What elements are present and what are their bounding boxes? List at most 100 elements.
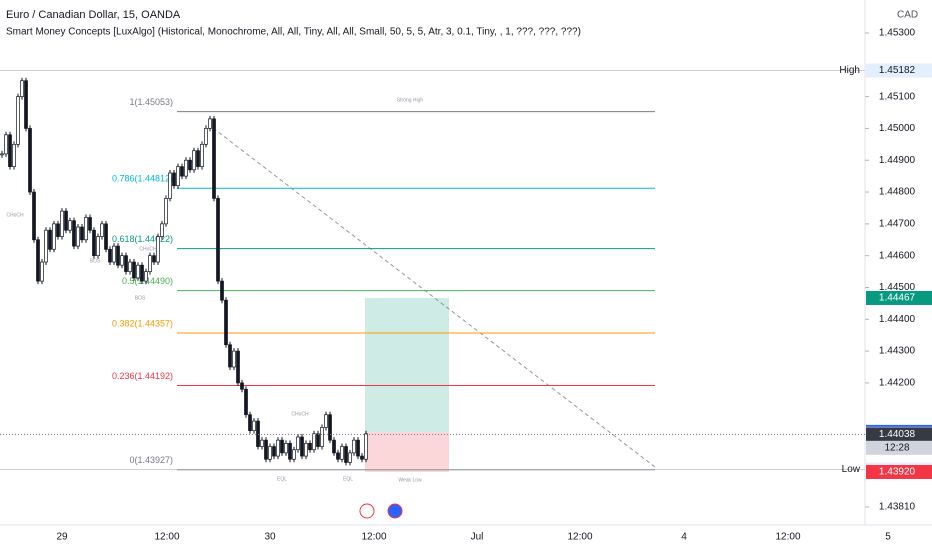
price-label-box xyxy=(866,427,932,442)
candle xyxy=(324,414,328,428)
price-label: 1.44467 xyxy=(879,293,916,304)
annotation: EQL xyxy=(343,476,353,482)
stop-zone xyxy=(365,431,449,472)
candle xyxy=(164,198,168,225)
candle xyxy=(308,442,312,451)
annotation: CHoCH xyxy=(6,212,24,218)
price-tick-label: 1.44300 xyxy=(879,346,916,357)
candle xyxy=(68,220,72,231)
price-label-box xyxy=(866,290,932,305)
candle xyxy=(216,198,220,282)
candle xyxy=(280,439,284,454)
candle xyxy=(128,261,132,272)
candle xyxy=(96,236,100,257)
price-tick-label: 1.45000 xyxy=(879,123,916,134)
candle xyxy=(20,80,24,97)
candle xyxy=(124,255,128,272)
price-tick-label: 1.45100 xyxy=(879,91,916,102)
annotation: Strong High xyxy=(397,97,424,103)
candle xyxy=(168,172,172,199)
candle xyxy=(356,439,360,457)
candle xyxy=(256,420,260,447)
candle xyxy=(288,442,292,460)
candle xyxy=(316,433,320,447)
countdown-box xyxy=(866,440,932,455)
candle xyxy=(156,236,160,263)
fib-label: 0.786(1.44812) xyxy=(112,174,173,184)
candle xyxy=(184,159,188,177)
candle xyxy=(32,191,36,241)
candle xyxy=(336,452,340,460)
candle xyxy=(148,255,152,272)
fib-label: 0(1.43927) xyxy=(129,455,173,465)
candle xyxy=(116,245,120,266)
symbol-title[interactable]: Euro / Canadian Dollar, 15, OANDA xyxy=(6,9,181,21)
indicator-legend[interactable]: Smart Money Concepts [LuxAlgo] (Historic… xyxy=(6,27,581,38)
candle xyxy=(56,223,60,237)
currency: CAD xyxy=(897,10,918,21)
price-label: 1.44038 xyxy=(879,429,916,440)
candle xyxy=(160,223,164,237)
time-label: 12:00 xyxy=(154,532,179,543)
candle xyxy=(28,128,32,193)
candle xyxy=(284,442,288,454)
candle xyxy=(136,264,140,279)
candle xyxy=(152,255,156,263)
countdown: 12:28 xyxy=(884,442,909,453)
candle xyxy=(332,439,336,454)
time-label: 29 xyxy=(56,532,68,543)
candle xyxy=(48,229,52,250)
time-label: Jul xyxy=(471,532,484,543)
candle xyxy=(292,449,296,460)
time-label: 12:00 xyxy=(361,532,386,543)
candle xyxy=(140,264,144,282)
candle xyxy=(8,134,12,167)
price-tick-label: 1.44200 xyxy=(879,378,916,389)
time-label: 5 xyxy=(885,532,891,543)
candle xyxy=(200,143,204,167)
candle xyxy=(36,239,40,282)
candle xyxy=(180,166,184,177)
candle xyxy=(76,226,80,247)
price-tick-label: 1.44900 xyxy=(879,155,916,166)
axes: 1.45300 1.45100 1.45000 1.44900 1.44800 1.447… xyxy=(0,28,932,543)
event-icon[interactable] xyxy=(387,503,403,519)
level-tag: Low xyxy=(842,464,861,475)
candle xyxy=(268,446,272,460)
candle xyxy=(72,220,76,247)
fib-label: 1(1.45053) xyxy=(129,97,173,107)
fib-retracement: 1(1.45053) 0.786(1.44812) 0.618(1.44622) 0.… xyxy=(112,97,655,471)
fib-label: 0.618(1.44622) xyxy=(112,234,173,244)
candle xyxy=(276,439,280,457)
annotation: EQL xyxy=(277,476,287,482)
candle xyxy=(16,96,20,145)
candle xyxy=(260,439,264,447)
candle xyxy=(196,150,200,167)
candle xyxy=(344,446,348,463)
candle xyxy=(112,245,116,263)
annotation: Weak Low xyxy=(398,477,422,483)
candle xyxy=(300,436,304,457)
price-label: 1.43920 xyxy=(879,467,916,478)
candle xyxy=(312,433,316,451)
annotation: BOS xyxy=(90,258,101,264)
time-label: 30 xyxy=(264,532,276,543)
candle xyxy=(192,150,196,171)
candle xyxy=(84,217,88,241)
candle xyxy=(120,255,124,266)
candle xyxy=(212,118,216,199)
price-tick-label: 1.44800 xyxy=(879,187,916,198)
fib-label: 0.236(1.44192) xyxy=(112,371,173,381)
price-tick-label: 1.44500 xyxy=(879,282,916,293)
trend-line xyxy=(212,127,656,468)
candle xyxy=(360,455,364,460)
candle xyxy=(204,128,208,145)
candle xyxy=(244,388,248,416)
price-label: 1.45182 xyxy=(879,65,916,76)
candle xyxy=(320,427,324,447)
price-label-box xyxy=(866,464,932,479)
event-icon[interactable] xyxy=(359,503,375,519)
price-tick-label: 1.43810 xyxy=(879,502,916,513)
candle xyxy=(104,223,108,250)
